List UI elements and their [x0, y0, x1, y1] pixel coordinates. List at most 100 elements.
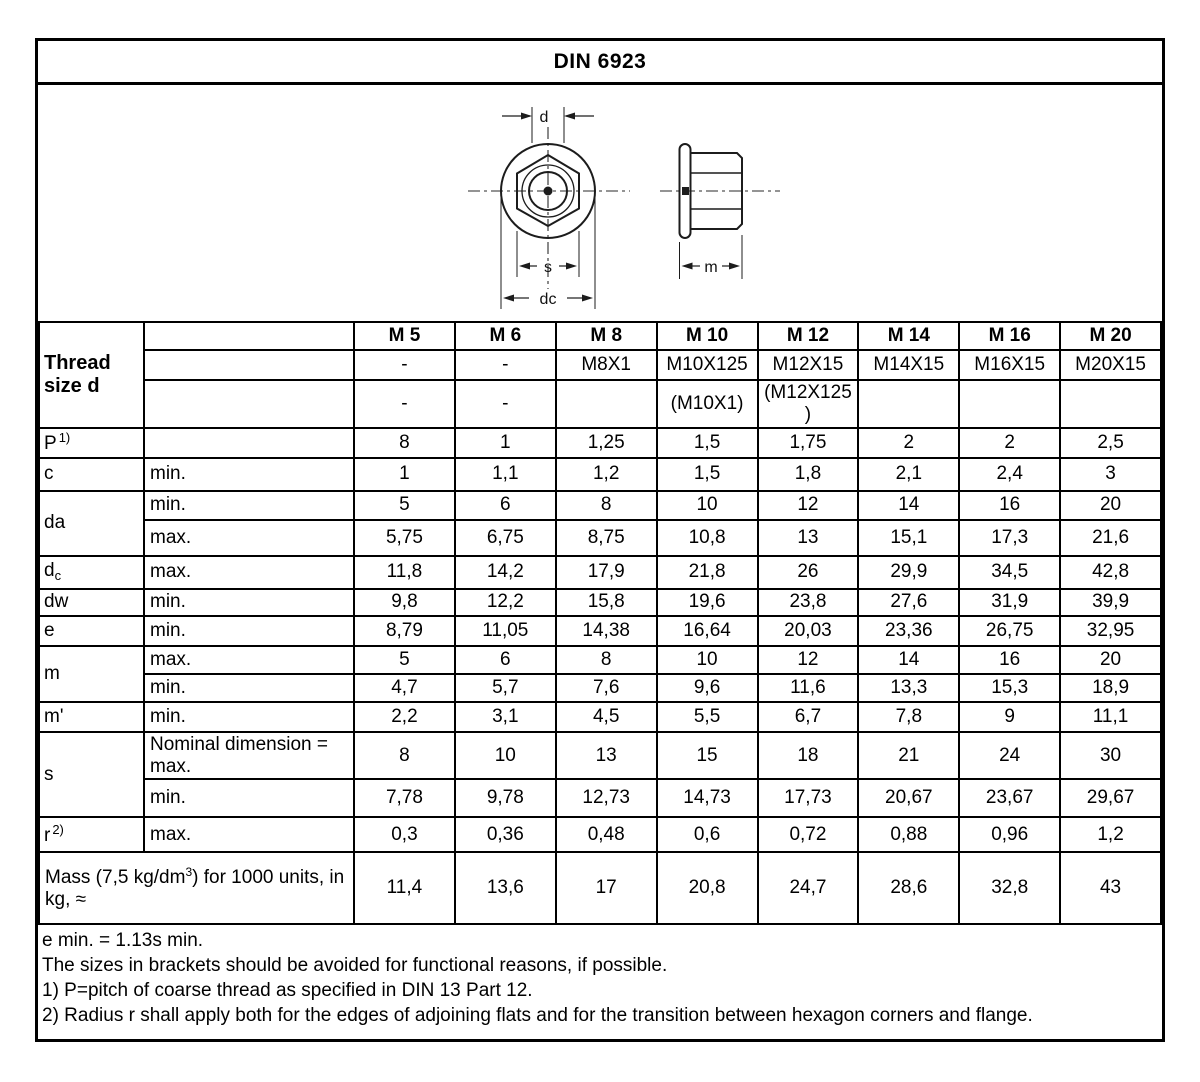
value-cell: 30	[1059, 730, 1162, 781]
value-cell: 14,38	[554, 614, 658, 647]
value-cell: 0,72	[756, 816, 860, 854]
value-cell: 20,03	[756, 614, 860, 647]
inscribed-circle	[521, 164, 575, 218]
value-cell: 18	[756, 730, 860, 781]
size-header-cell: M 10	[655, 321, 759, 351]
param-label-r: r 2)	[38, 816, 145, 854]
value-cell: 5,75	[353, 518, 456, 557]
row-e: e min. 8,79 11,05 14,38 16,64 20,03 23,36 26,7…	[38, 614, 1162, 647]
param-label-dc: dc	[38, 554, 145, 590]
value-cell: 16,64	[655, 614, 759, 647]
value-cell: 0,48	[554, 816, 658, 854]
qualifier-cell: max.	[143, 554, 355, 590]
value-cell: 14,2	[453, 554, 557, 590]
size-header-cell: M 6	[453, 321, 557, 351]
value-cell: 29,67	[1059, 778, 1162, 819]
dim-s-arrow-right	[566, 262, 577, 270]
value-cell: 1,1	[453, 456, 557, 492]
value-cell: 6	[453, 489, 557, 521]
fine-thread-cell: M12X15	[756, 349, 860, 381]
value-cell: 12	[756, 644, 860, 675]
nut-body-profile	[690, 152, 743, 230]
value-cell: 34,5	[958, 554, 1062, 590]
value-cell: 17	[554, 851, 658, 926]
qualifier-cell	[143, 379, 355, 429]
mass-label-text: Mass (7,5 kg/dm	[45, 867, 186, 889]
value-cell: 0,88	[857, 816, 961, 854]
qualifier-cell: max.	[143, 816, 355, 854]
value-cell: 21,6	[1059, 518, 1162, 557]
value-cell: 32,8	[958, 851, 1062, 926]
value-cell: 1	[453, 426, 557, 459]
size-header-cell: M 8	[554, 321, 658, 351]
value-cell: 5	[353, 489, 456, 521]
value-cell: 0,6	[655, 816, 759, 854]
size-header-cell: M 5	[353, 321, 456, 351]
fine-thread-alt-cell: -	[453, 379, 557, 429]
value-cell: 8	[554, 489, 658, 521]
fine-thread-alt-cell	[1059, 379, 1162, 429]
value-cell: 28,6	[857, 851, 961, 926]
value-cell: 8	[554, 644, 658, 675]
row-dw: dw min. 9,8 12,2 15,8 19,6 23,8 27,6 31,9 39,9	[38, 587, 1162, 617]
value-cell: 17,9	[554, 554, 658, 590]
value-cell: 13	[756, 518, 860, 557]
value-cell: 13,3	[857, 672, 961, 703]
value-cell: 6,7	[756, 700, 860, 733]
thread-hole-circle	[528, 171, 568, 211]
value-cell: 1,2	[554, 456, 658, 492]
value-cell: 5,5	[655, 700, 759, 733]
value-cell: 1,8	[756, 456, 860, 492]
param-label-c: c	[38, 456, 145, 492]
dim-dc-arrow-right	[582, 294, 593, 302]
thread-size-label: Thread size d	[38, 321, 145, 429]
row-fine-thread: - - M8X1 M10X125 M12X15 M14X15 M16X15 M20X15	[39, 349, 1162, 381]
page-title: DIN 6923	[38, 41, 1162, 85]
value-cell: 20	[1059, 489, 1162, 521]
value-cell: 8,79	[353, 614, 456, 647]
value-cell: 2,2	[353, 700, 456, 733]
row-r: r 2) max. 0,3 0,36 0,48 0,6 0,72 0,88 0,96 1,2	[38, 816, 1162, 854]
qualifier-cell: min.	[143, 614, 355, 647]
fine-thread-cell: M20X15	[1059, 349, 1162, 381]
value-cell: 10,8	[655, 518, 759, 557]
value-cell: 5	[353, 644, 456, 675]
size-header-cell: M 12	[756, 321, 860, 351]
qualifier-cell: min.	[143, 700, 355, 733]
fine-thread-cell: -	[353, 349, 456, 381]
footnote-line: 2) Radius r shall apply both for the edg…	[42, 1005, 1033, 1027]
dim-d-arrow-left	[521, 112, 532, 120]
footnote-line: The sizes in brackets should be avoided …	[42, 955, 668, 977]
flange-circle	[500, 143, 596, 239]
value-cell: 15,8	[554, 587, 658, 617]
fine-thread-cell: M14X15	[857, 349, 961, 381]
value-cell: 24	[958, 730, 1062, 781]
param-label-dw: dw	[38, 587, 145, 617]
superscript: 3	[185, 865, 193, 880]
value-cell: 31,9	[958, 587, 1062, 617]
dim-m-arrow-left	[681, 262, 693, 270]
value-cell: 1,5	[655, 456, 759, 492]
value-cell: 8	[353, 426, 456, 459]
value-cell: 29,9	[857, 554, 961, 590]
value-cell: 10	[453, 730, 557, 781]
value-cell: 43	[1059, 851, 1162, 926]
value-cell: 15,1	[857, 518, 961, 557]
row-da-min: da min. 5 6 8 10 12 14 16 20	[38, 489, 1162, 557]
fine-thread-cell: M10X125	[655, 349, 759, 381]
param-label-text: d	[44, 560, 55, 582]
footnote-line: 1) P=pitch of coarse thread as specified…	[42, 980, 533, 1002]
value-cell: 11,05	[453, 614, 557, 647]
value-cell: 8	[353, 730, 456, 781]
param-label-e: e	[38, 614, 145, 647]
row-s-nominal: s Nominal dimension = max. 8 10 13 15 18 21 24…	[38, 730, 1162, 819]
value-cell: 12,2	[453, 587, 557, 617]
value-cell: 6	[453, 644, 557, 675]
qualifier-cell	[143, 349, 355, 381]
value-cell: 23,36	[857, 614, 961, 647]
value-cell: 9	[958, 700, 1062, 733]
value-cell: 7,6	[554, 672, 658, 703]
fine-thread-alt-cell	[857, 379, 961, 429]
